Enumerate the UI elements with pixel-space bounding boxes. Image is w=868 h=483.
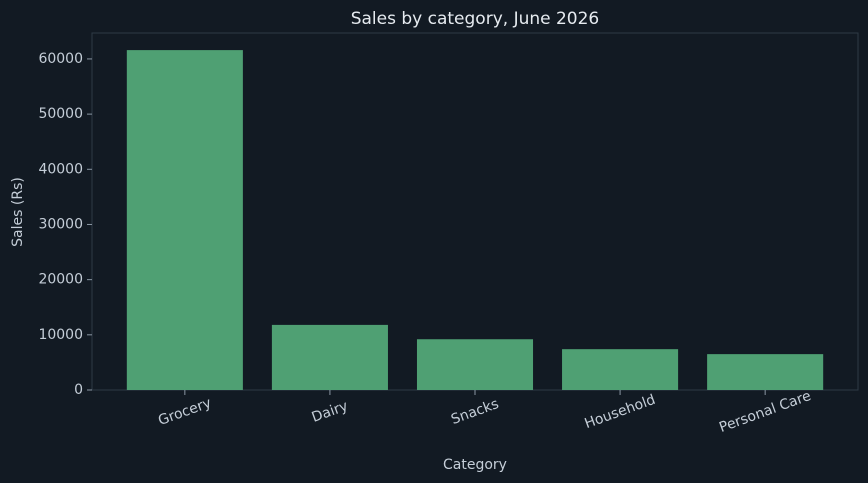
- bar: [126, 50, 243, 390]
- y-tick-label: 10000: [38, 327, 83, 343]
- y-tick-label: 0: [74, 382, 83, 398]
- y-tick-label: 50000: [38, 106, 83, 122]
- y-tick-label: 20000: [38, 272, 83, 288]
- x-axis-label: Category: [443, 457, 507, 473]
- y-tick-label: 30000: [38, 216, 83, 232]
- bar: [271, 324, 388, 390]
- y-axis-label: Sales (Rs): [10, 177, 26, 247]
- chart-title: Sales by category, June 2026: [351, 9, 600, 29]
- y-tick-label: 40000: [38, 161, 83, 177]
- y-tick-label: 60000: [38, 51, 83, 67]
- bar: [707, 354, 824, 390]
- bar: [416, 339, 534, 390]
- bar: [562, 349, 679, 390]
